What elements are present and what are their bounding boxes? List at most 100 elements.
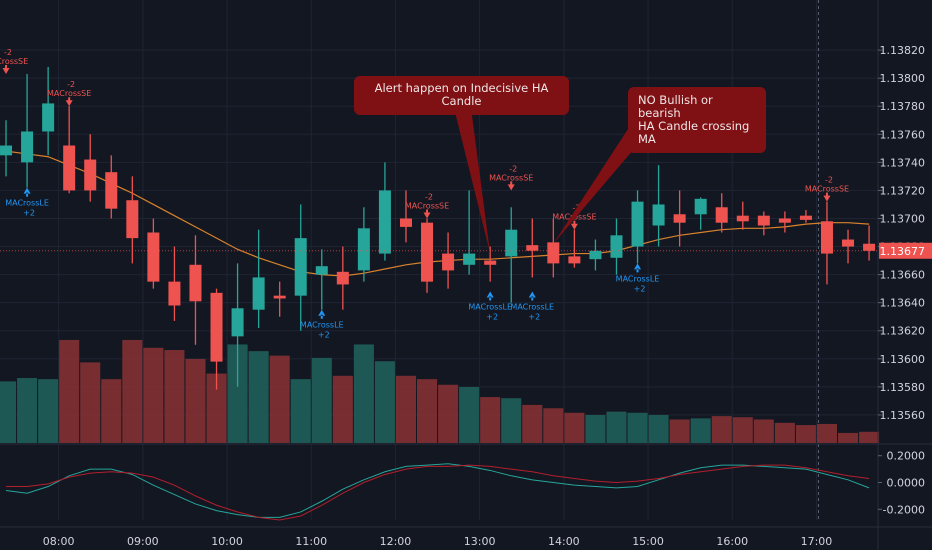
- price-tick-label: 1.13700: [880, 212, 926, 225]
- volume-bar: [480, 397, 501, 443]
- volume-bar: [732, 417, 753, 443]
- signal-label: MACrossSE: [805, 185, 849, 194]
- signal-label: MACrossLE: [5, 199, 49, 208]
- signal-long: MACrossLE+2: [468, 291, 512, 321]
- oscillator-axis: 0.2000 0.0000 -0.2000: [878, 450, 926, 516]
- volume-bar: [38, 379, 59, 443]
- volume-bar: [459, 387, 480, 443]
- volume-bar: [543, 408, 564, 443]
- candle-body: [757, 215, 770, 226]
- volume-bar: [143, 347, 164, 443]
- volume-bar: [206, 373, 227, 443]
- osc-tick-label: 0.0000: [887, 477, 926, 490]
- volume-bar: [795, 425, 816, 443]
- signal-label: MACrossLE: [510, 302, 554, 311]
- volume-bar: [838, 432, 859, 443]
- volume-bar: [774, 422, 795, 443]
- candle-body: [799, 215, 812, 220]
- volume-bar: [248, 351, 269, 443]
- volume-bar: [417, 379, 438, 443]
- time-axis: 08:00 09:00 10:00 11:00 12:00 13:00 14:00 15:00…: [43, 535, 833, 548]
- volume-bar: [17, 378, 38, 443]
- time-tick-label: 08:00: [43, 535, 75, 548]
- signal-long: MACrossLE+2: [5, 187, 49, 218]
- price-tick-label: 1.13780: [880, 100, 926, 113]
- signal-label: MACrossSE: [489, 173, 533, 182]
- volume-bar: [374, 361, 395, 443]
- signal-long: MACrossLE+2: [300, 309, 344, 340]
- candle-body: [189, 264, 202, 302]
- candle-body: [526, 245, 539, 251]
- volume-bar: [332, 375, 353, 443]
- arrow-down-icon: [423, 209, 431, 219]
- volume-bar: [395, 375, 416, 443]
- volume-bar: [627, 412, 648, 443]
- signal-qty: +2: [528, 312, 540, 321]
- volume-bar: [690, 418, 711, 443]
- volume-bar: [606, 411, 627, 443]
- arrow-up-icon: [528, 291, 536, 301]
- time-tick-label: 15:00: [632, 535, 664, 548]
- candle-body: [863, 243, 876, 251]
- time-tick-label: 09:00: [127, 535, 159, 548]
- osc-tick-label: 0.2000: [887, 450, 926, 463]
- arrow-down-icon: [507, 181, 515, 191]
- signal-qty: +2: [486, 312, 498, 321]
- signal-qty: -2: [4, 48, 12, 57]
- signal-label: MACrossSE: [0, 57, 28, 66]
- candle-body: [84, 159, 97, 191]
- candle-body: [63, 145, 76, 191]
- price-tick-label: 1.13800: [880, 72, 926, 85]
- current-price-tag: [879, 242, 932, 259]
- candle-body: [147, 232, 160, 282]
- arrow-up-icon: [486, 291, 494, 301]
- candle-body: [505, 229, 518, 257]
- arrow-down-icon: [570, 220, 578, 230]
- candle-body: [168, 281, 181, 306]
- callout-pointer: [553, 129, 651, 244]
- time-tick-label: 17:00: [801, 535, 833, 548]
- volume-bar: [859, 431, 880, 443]
- price-tick-label: 1.13740: [880, 156, 926, 169]
- candle-body: [568, 256, 581, 264]
- signal-label: MACrossSE: [405, 201, 449, 210]
- volume-bar: [711, 416, 732, 443]
- volume-bar: [0, 381, 17, 443]
- candle-body: [21, 131, 34, 163]
- moving-average-line: [5, 150, 870, 277]
- candles: [0, 66, 876, 390]
- price-tick-label: 1.13620: [880, 325, 926, 338]
- volume-bars: [0, 339, 880, 443]
- volume-bar: [648, 415, 669, 443]
- volume-bar: [669, 419, 690, 443]
- candle-body: [736, 215, 749, 222]
- candle-body: [273, 295, 286, 299]
- candle-body: [820, 221, 833, 254]
- candle-body: [652, 204, 665, 226]
- volume-bar: [438, 384, 459, 443]
- volume-bar: [122, 339, 143, 443]
- arrow-down-icon: [823, 192, 831, 202]
- time-tick-label: 14:00: [548, 535, 580, 548]
- price-tick-label: 1.13600: [880, 353, 926, 366]
- volume-bar: [290, 379, 311, 443]
- candle-body: [778, 218, 791, 223]
- signal-qty: -2: [509, 164, 517, 173]
- candle-body: [484, 260, 497, 265]
- time-tick-label: 12:00: [380, 535, 412, 548]
- time-tick-label: 13:00: [464, 535, 496, 548]
- volume-bar: [59, 339, 80, 443]
- signal-label: MACrossLE: [468, 302, 512, 311]
- candle-body: [589, 250, 602, 260]
- time-tick-label: 10:00: [211, 535, 243, 548]
- signal-qty: +2: [634, 284, 646, 293]
- time-tick-label: 16:00: [716, 535, 748, 548]
- osc-tick-label: -0.2000: [883, 503, 925, 516]
- candle-body: [231, 308, 244, 337]
